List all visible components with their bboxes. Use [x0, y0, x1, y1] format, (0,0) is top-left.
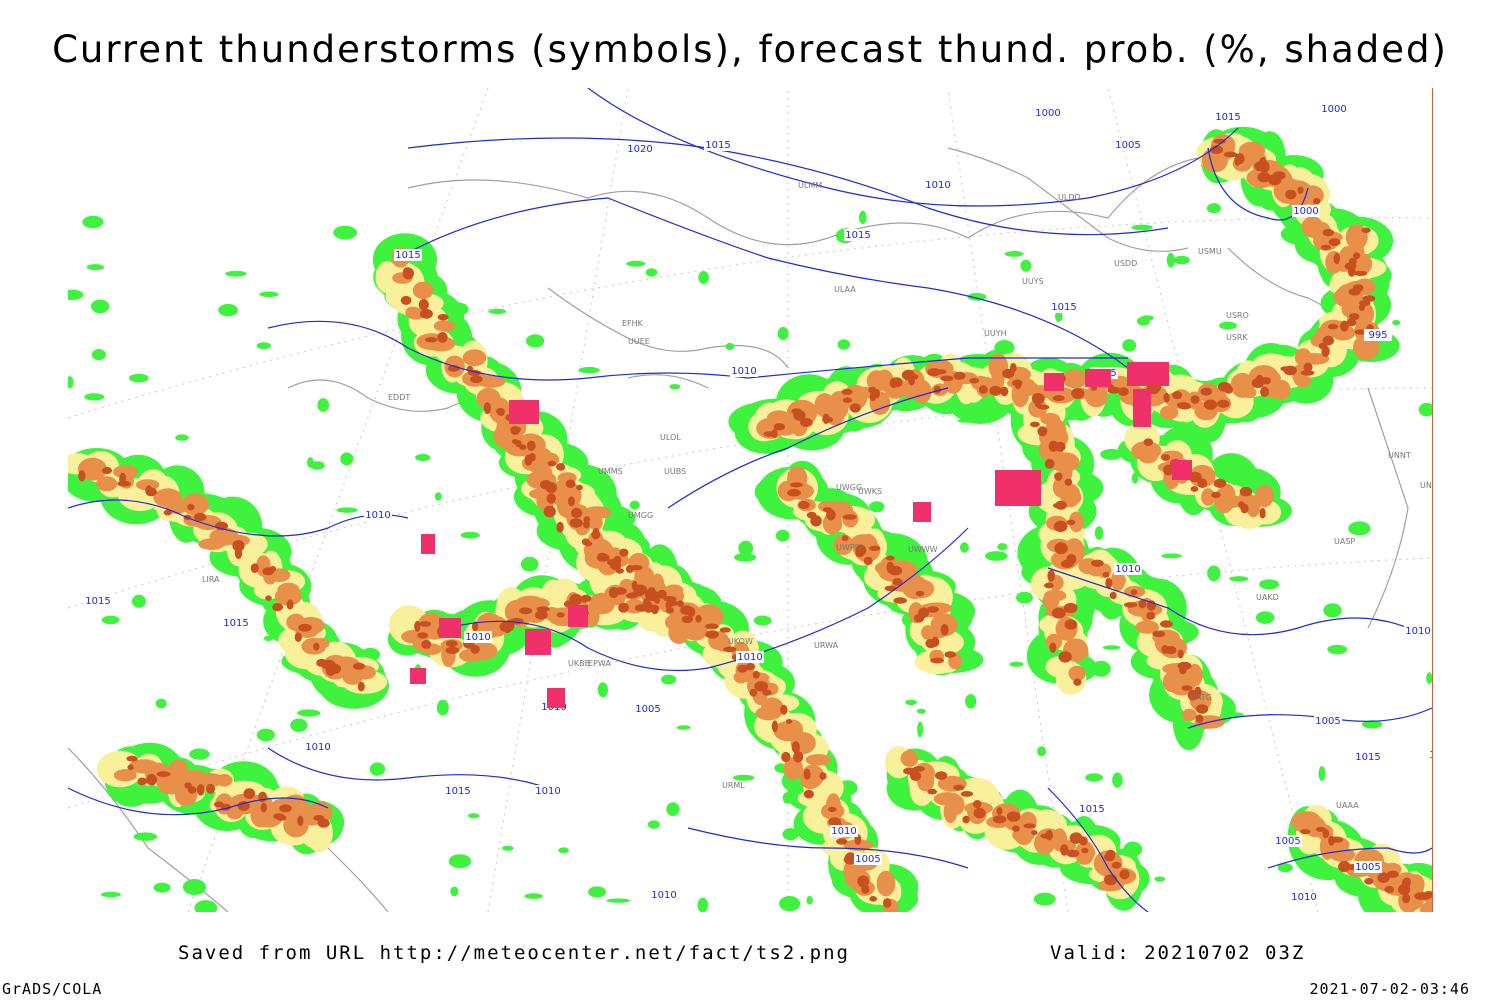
isobar-label: 1010 [1291, 892, 1316, 903]
station-label: UMMS [598, 467, 623, 476]
isobar-label: 1010 [737, 652, 762, 663]
isobar-label: 1010 [651, 890, 676, 901]
generated-timestamp: 2021-07-02-03:46 [1309, 980, 1470, 998]
isobar-label: 1010 [1115, 564, 1140, 575]
isobar-label: 1015 [223, 618, 248, 629]
station-label: URML [722, 781, 745, 790]
station-label: ULOL [660, 433, 681, 442]
isobar-label: 1015 [1355, 752, 1380, 763]
station-label: USRK [1226, 333, 1248, 342]
isobar-label: 995 [1368, 330, 1387, 341]
station-label: ULAA [834, 285, 856, 294]
station-label: EFHK [622, 319, 644, 328]
station-label: ULDD [1058, 193, 1081, 202]
thunderstorm-symbol [547, 688, 565, 708]
thunderstorm-probability-map: 1020 1015 1000 1005 1010 1015 1000 1000 995 1010 1… [68, 88, 1432, 912]
isobar-label: 1010 [831, 826, 856, 837]
isobars [68, 88, 1432, 912]
thunderstorm-symbol [525, 629, 551, 655]
thunderstorm-symbol [568, 605, 588, 627]
station-label: UWWW [908, 545, 938, 554]
isobar-label: 1010 [731, 366, 756, 377]
thunderstorm-symbol [1044, 373, 1064, 391]
thunderstorm-symbol [1133, 389, 1151, 427]
isobar-label: 1015 [85, 596, 110, 607]
thunderstorm-symbol [421, 534, 435, 554]
thunderstorm-symbols [410, 362, 1192, 708]
station-label: UKBB [568, 659, 590, 668]
thunderstorm-symbol [1172, 460, 1192, 480]
isobar-label: 1020 [627, 144, 652, 155]
thunderstorm-symbol [439, 618, 461, 638]
station-label: UWPP [836, 543, 860, 552]
isobar-label: 1005 [635, 704, 660, 715]
isobar-label: 1010 [365, 510, 390, 521]
isobar-label: 1015 [1429, 750, 1432, 761]
station-label: USDD [1114, 259, 1137, 268]
isobar-label: 1015 [445, 786, 470, 797]
thunderstorm-symbol [410, 668, 426, 684]
station-label: UUBS [664, 467, 686, 476]
station-label: UAKD [1256, 593, 1279, 602]
thunderstorm-symbol [509, 400, 539, 424]
isobar-label: 1015 [1051, 302, 1076, 313]
thunderstorm-symbol [1127, 362, 1169, 386]
map-panel: 1020 1015 1000 1005 1010 1015 1000 1000 995 1010 1… [68, 88, 1433, 912]
isobar-label: 1010 [305, 742, 330, 753]
station-label: EDDT [388, 393, 410, 402]
station-labels: ULMM ULDD USDD USMU ULAA UUYS USRO USRK UUYH EFHK… [202, 181, 1432, 810]
station-label: USMU [1198, 247, 1222, 256]
station-label: USRO [1226, 311, 1249, 320]
station-label: UMGG [628, 511, 653, 520]
station-label: UUYH [984, 329, 1007, 338]
isobar-label: 1015 [1215, 112, 1240, 123]
grads-credit: GrADS/COLA [2, 980, 103, 998]
station-label: UUEE [628, 337, 650, 346]
isobar-label: 1005 [1355, 862, 1380, 873]
station-label: UAAA [1336, 801, 1359, 810]
map-title: Current thunderstorms (symbols), forecas… [52, 28, 1448, 71]
isobar-label: 1000 [1293, 206, 1318, 217]
isobar-label: 1010 [535, 786, 560, 797]
isobar-label: 1010 [1405, 626, 1430, 637]
station-label: UASP [1334, 537, 1355, 546]
isobar-label: 1010 [925, 180, 950, 191]
thunderstorm-symbol [1085, 369, 1111, 387]
thunderstorm-symbol [995, 470, 1041, 506]
station-label: UWKS [858, 487, 882, 496]
station-label: URWA [814, 641, 839, 650]
thunderstorm-symbol [913, 502, 931, 522]
isobar-label: 1005 [855, 854, 880, 865]
isobar-label: 1015 [705, 140, 730, 151]
isobar-label: 1005 [1115, 140, 1140, 151]
isobar-label: 1015 [845, 230, 870, 241]
station-label: UKOW [728, 637, 753, 646]
isobar-label: 1010 [465, 632, 490, 643]
source-url-text: Saved from URL http://meteocenter.net/fa… [178, 942, 850, 964]
isobar-labels: 1020 1015 1000 1005 1010 1015 1000 1000 995 1010 1… [84, 103, 1432, 903]
station-label: UATG [1190, 693, 1212, 702]
station-label: UNNT [1388, 451, 1411, 460]
probability-shading [68, 126, 1432, 912]
isobar-label: 1000 [1035, 108, 1060, 119]
isobar-label: 1005 [1315, 716, 1340, 727]
station-label: UNBB [1420, 481, 1432, 490]
station-label: UWGG [836, 483, 862, 492]
isobar-label: 1015 [395, 250, 420, 261]
isobar-label: 1005 [1275, 836, 1300, 847]
valid-time-text: Valid: 20210702 03Z [1050, 942, 1306, 964]
station-label: EPWA [588, 659, 611, 668]
station-label: LIRA [202, 575, 220, 584]
station-label: ULMM [798, 181, 822, 190]
isobar-label: 1000 [1321, 104, 1346, 115]
isobar-label: 1015 [1079, 804, 1104, 815]
station-label: UUYS [1022, 277, 1044, 286]
